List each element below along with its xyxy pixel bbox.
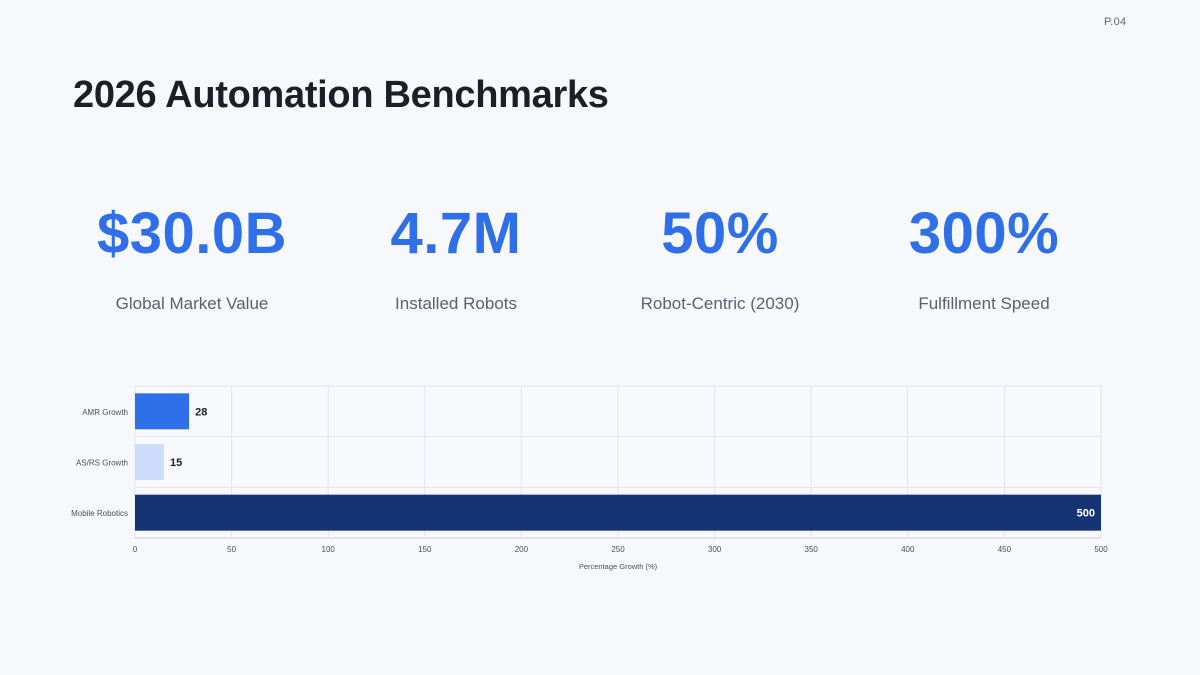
growth-chart-container: AMR Growth 28 AS/RS Growth 15 Mobile Robotic… — [0, 370, 1200, 590]
bar-mobile-robotics — [135, 494, 1101, 531]
data-label: 28 — [195, 406, 207, 418]
stat-value: 4.7M — [390, 201, 522, 266]
x-tick-label: 500 — [1094, 545, 1108, 554]
x-tick-label: 450 — [998, 545, 1012, 554]
y-tick-label: AMR Growth — [82, 408, 128, 417]
stat-card-market-value: $30.0B Global Market Value — [60, 198, 324, 315]
x-tick-label: 0 — [133, 545, 138, 554]
x-tick-label: 350 — [805, 545, 819, 554]
y-tick-label: Mobile Robotics — [71, 509, 128, 518]
page-number: P.04 — [1104, 16, 1127, 28]
y-tick-label: AS/RS Growth — [76, 459, 128, 468]
x-axis-title: Percentage Growth (%) — [579, 562, 658, 571]
stat-card-fulfillment-speed: 300% Fulfillment Speed — [852, 198, 1116, 315]
bar-amr-growth — [135, 393, 190, 430]
x-tick-label: 100 — [322, 545, 336, 554]
stat-card-installed-robots: 4.7M Installed Robots — [324, 198, 588, 315]
stat-card-robot-centric: 50% Robot-Centric (2030) — [588, 198, 852, 315]
x-tick-label: 300 — [708, 545, 722, 554]
x-tick-label: 50 — [227, 545, 236, 554]
stat-label: Robot-Centric (2030) — [640, 294, 800, 313]
bar-as-rs-growth — [135, 444, 164, 480]
stat-label: Fulfillment Speed — [918, 294, 1050, 313]
data-label: 500 — [1077, 508, 1095, 520]
stat-value: $30.0B — [96, 201, 288, 266]
growth-bar-chart: AMR Growth 28 AS/RS Growth 15 Mobile Robotic… — [71, 385, 1108, 571]
stat-value: 300% — [908, 201, 1060, 266]
x-tick-label: 400 — [901, 545, 915, 554]
x-tick-label: 200 — [515, 545, 529, 554]
x-tick-label: 250 — [611, 545, 625, 554]
stat-label: Installed Robots — [395, 294, 517, 313]
stat-label: Global Market Value — [115, 294, 269, 313]
slide-title: 2026 Automation Benchmarks — [73, 74, 609, 116]
data-label: 15 — [170, 457, 182, 469]
x-tick-label: 150 — [418, 545, 432, 554]
stat-value: 50% — [661, 201, 779, 266]
stats-row: $30.0B Global Market Value 4.7M Installe… — [60, 198, 1116, 328]
